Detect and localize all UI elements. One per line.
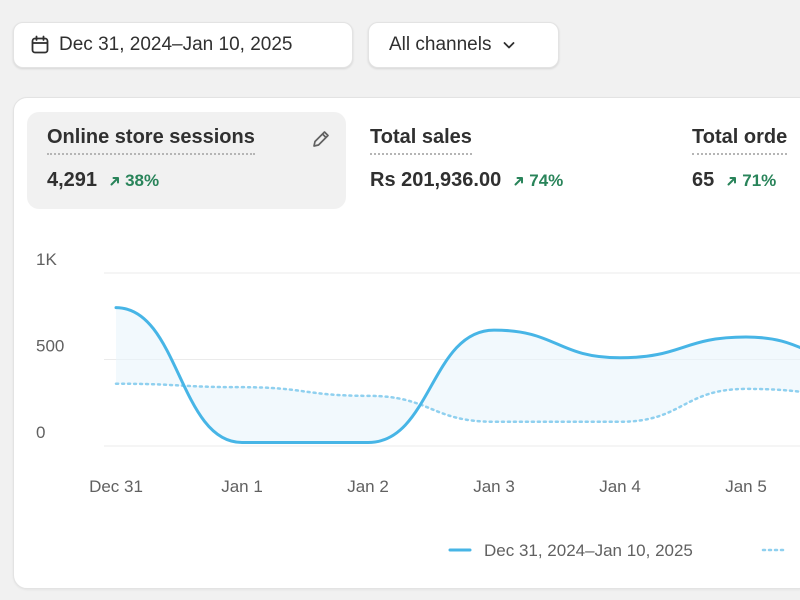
date-range-label: Dec 31, 2024–Jan 10, 2025 <box>59 34 293 55</box>
x-tick-label: Dec 31 <box>89 477 143 496</box>
sessions-line-chart: 0 500 1K Dec 31 Jan 1 Jan 2 Jan 3 Jan 4 Jan 5 Dec… <box>36 250 800 560</box>
metric-value: Rs 201,936.00 <box>370 169 502 191</box>
x-tick-label: Jan 2 <box>347 477 389 496</box>
analytics-card: Online store sessions 4,291 38% Total sa… <box>13 97 800 589</box>
series-line-main <box>114 306 800 445</box>
metric-delta: 38% <box>109 171 159 191</box>
channel-select[interactable]: All channels <box>368 22 559 68</box>
arrow-up-right-icon <box>110 176 120 185</box>
y-tick-label: 1K <box>36 250 57 269</box>
metric-value: 65 <box>692 169 715 191</box>
y-tick-label: 500 <box>36 337 64 356</box>
metric-value: 4,291 <box>47 169 98 191</box>
legend-label-main: Dec 31, 2024–Jan 10, 2025 <box>484 541 693 560</box>
metric-delta: 74% <box>513 171 563 191</box>
channel-label: All channels <box>389 34 492 55</box>
y-tick-label: 0 <box>36 423 45 442</box>
x-tick-label: Jan 3 <box>473 477 515 496</box>
arrow-up-right-icon <box>514 176 524 185</box>
metric-delta: 71% <box>726 171 776 191</box>
metric-label: Total orde <box>692 126 788 155</box>
metric-label: Online store sessions <box>47 126 255 155</box>
series-fill <box>116 307 800 443</box>
chevron-down-icon <box>501 37 517 53</box>
metric-delta-value: 38% <box>125 170 160 190</box>
date-range-picker[interactable]: Dec 31, 2024–Jan 10, 2025 <box>13 22 353 68</box>
arrow-up-right-icon <box>727 176 737 185</box>
x-tick-label: Jan 1 <box>221 477 263 496</box>
metric-label: Total sales <box>370 126 472 155</box>
metric-tab-total-sales[interactable]: Total sales Rs 201,936.00 74% <box>350 112 660 209</box>
pencil-icon[interactable] <box>310 128 332 150</box>
metric-delta-value: 74% <box>529 170 564 190</box>
metric-delta-value: 71% <box>742 170 777 190</box>
x-tick-label: Jan 4 <box>599 477 641 496</box>
metric-tab-sessions[interactable]: Online store sessions 4,291 38% <box>27 112 346 209</box>
calendar-icon <box>30 35 50 55</box>
x-tick-label: Jan 5 <box>725 477 767 496</box>
metric-tab-total-orders[interactable]: Total orde 65 71% <box>672 112 800 209</box>
